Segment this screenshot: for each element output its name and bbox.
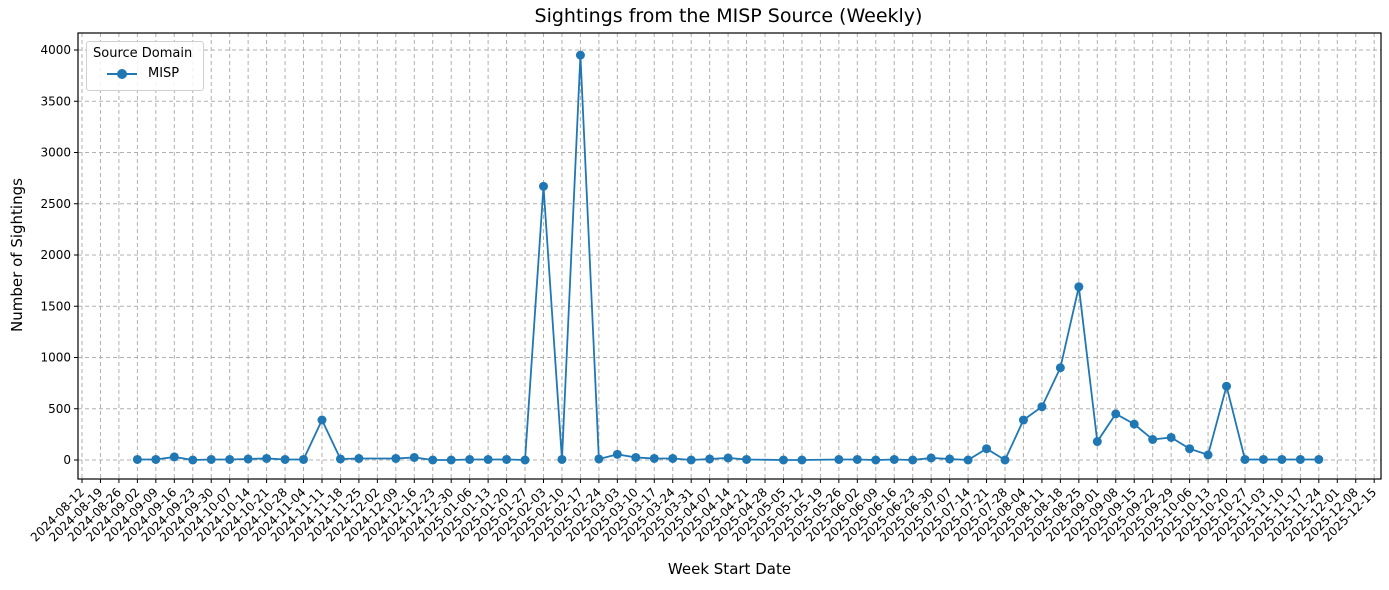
y-tick-label: 3500	[40, 94, 71, 108]
data-point	[188, 455, 198, 465]
y-axis-label: Number of Sightings	[8, 178, 26, 332]
data-point	[1295, 454, 1305, 464]
data-point	[206, 454, 216, 464]
data-point	[132, 454, 142, 464]
y-tick-label: 1500	[40, 299, 71, 313]
data-point	[557, 454, 567, 464]
data-point	[1148, 435, 1158, 444]
data-point	[594, 454, 604, 464]
data-point	[409, 452, 419, 462]
y-tick-label: 3000	[40, 146, 71, 160]
data-point	[686, 455, 696, 465]
data-point	[889, 454, 899, 464]
data-point	[1258, 454, 1268, 464]
data-point	[778, 455, 788, 465]
y-tick-label: 2000	[40, 248, 71, 262]
data-point	[280, 454, 290, 464]
data-point	[575, 50, 585, 60]
data-point	[1240, 454, 1250, 464]
data-point	[539, 181, 548, 191]
legend-entry-label: MISP	[148, 66, 180, 81]
data-point	[299, 454, 309, 464]
legend-title: Source Domain	[93, 46, 193, 61]
data-point	[1129, 419, 1139, 429]
data-point	[742, 454, 752, 464]
y-tick-label: 4000	[40, 43, 71, 57]
data-point	[317, 415, 327, 425]
x-axis-label: Week Start Date	[667, 560, 792, 578]
data-point	[262, 453, 272, 463]
data-point	[391, 453, 401, 463]
y-tick-label: 1000	[40, 351, 71, 365]
data-point	[871, 455, 881, 465]
data-point	[169, 452, 179, 462]
data-point	[1222, 381, 1232, 391]
data-point	[151, 454, 161, 464]
data-point	[335, 454, 345, 464]
data-point	[982, 444, 992, 454]
y-tick-label: 2500	[40, 197, 71, 211]
data-point	[502, 454, 512, 464]
data-point	[1037, 402, 1047, 412]
data-point	[243, 454, 253, 464]
y-tick-label: 0	[63, 453, 71, 467]
data-point	[1314, 454, 1324, 464]
data-point	[225, 454, 235, 464]
data-point	[520, 455, 530, 465]
data-point	[668, 453, 678, 463]
data-point	[1203, 450, 1213, 460]
data-point	[834, 454, 844, 464]
data-point	[446, 455, 456, 465]
data-point	[1000, 455, 1010, 465]
data-point	[852, 454, 862, 464]
legend: Source Domain MISP	[86, 41, 204, 91]
data-point	[1166, 432, 1176, 442]
data-point	[465, 454, 475, 464]
data-point	[1185, 444, 1195, 454]
chart-title: Sightings from the MISP Source (Weekly)	[534, 5, 923, 27]
data-point	[908, 455, 918, 465]
data-point	[1018, 415, 1028, 425]
data-point	[1055, 363, 1065, 373]
y-tick-label: 500	[48, 402, 71, 416]
data-point	[945, 454, 955, 464]
data-point	[483, 454, 493, 464]
data-point	[354, 453, 364, 463]
data-point	[705, 454, 715, 464]
data-point	[1277, 454, 1287, 464]
data-point	[612, 449, 622, 459]
data-point	[631, 452, 641, 462]
data-point	[1074, 282, 1084, 292]
data-point	[1092, 437, 1102, 447]
circle-marker-icon	[117, 69, 127, 79]
data-point	[649, 453, 659, 463]
data-point	[797, 455, 807, 465]
data-point	[963, 455, 973, 465]
y-axis-label-container: Number of Sightings	[3, 178, 26, 332]
axes-frame	[77, 32, 1382, 480]
data-point	[428, 455, 438, 465]
data-point	[723, 453, 733, 463]
data-point	[1111, 409, 1121, 419]
data-point	[926, 453, 936, 463]
